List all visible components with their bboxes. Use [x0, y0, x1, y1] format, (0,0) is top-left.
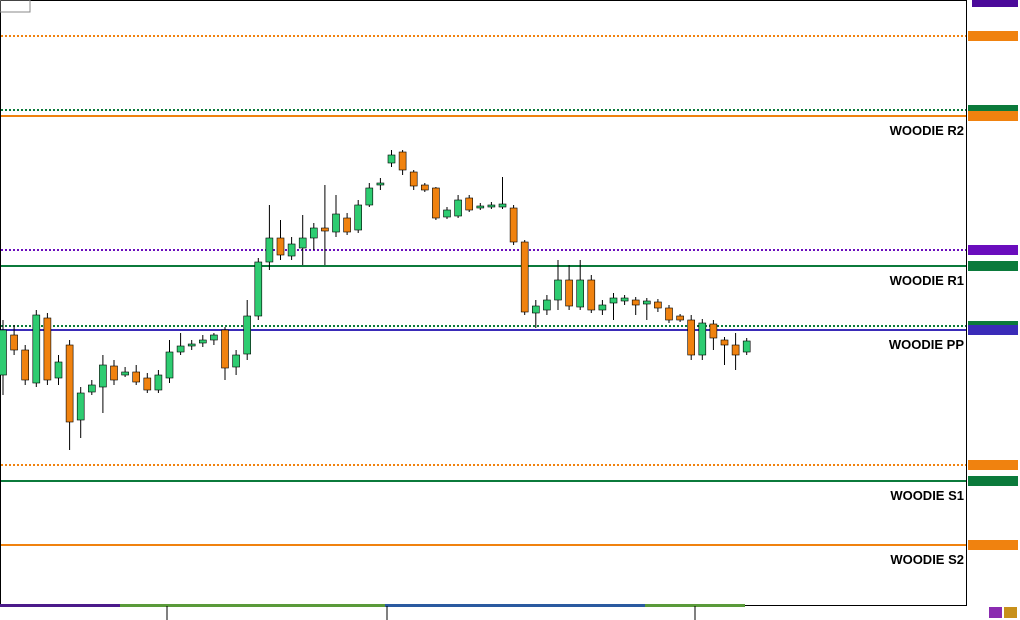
- corner-box: [0, 0, 31, 13]
- candle-body: [387, 154, 396, 164]
- candle-body: [121, 371, 129, 376]
- candle-body: [498, 203, 507, 208]
- candle-body: [454, 199, 462, 217]
- candle-body: [298, 237, 307, 249]
- price-tag: [968, 261, 1018, 271]
- price-tag: [968, 325, 1018, 335]
- candle-body: [598, 304, 607, 311]
- candle-body: [210, 334, 218, 341]
- candle-body: [642, 300, 651, 305]
- candle-body: [742, 340, 751, 353]
- candle-body: [443, 209, 451, 218]
- session-strip: [120, 604, 385, 607]
- candle-body: [365, 187, 374, 206]
- price-tag: [968, 31, 1018, 41]
- session-strip: [645, 604, 745, 607]
- level-label: WOODIE S1: [890, 488, 964, 503]
- candle-body: [487, 204, 496, 208]
- candle-body: [432, 187, 440, 219]
- candle-body: [543, 299, 551, 311]
- candle-body: [631, 299, 640, 306]
- candle-body: [265, 237, 274, 263]
- candle-body: [654, 301, 662, 309]
- scroll-button[interactable]: [989, 607, 1002, 618]
- level-label: WOODIE S2: [890, 552, 964, 567]
- candle-body: [232, 354, 240, 368]
- candle-body: [332, 213, 340, 233]
- candle-body: [476, 205, 485, 209]
- candle-body: [287, 243, 296, 257]
- candle-body: [221, 329, 229, 369]
- candle-body: [54, 361, 63, 379]
- candle-body: [254, 261, 263, 317]
- candle-body: [731, 344, 740, 356]
- candle-body: [65, 344, 74, 423]
- candle-body: [243, 315, 251, 355]
- candle-body: [132, 371, 140, 383]
- candle-body: [376, 182, 385, 186]
- price-tag: [968, 105, 1018, 115]
- candle-body: [276, 237, 285, 256]
- candle-body: [32, 314, 41, 384]
- candle-body: [698, 322, 707, 356]
- candle-body: [576, 279, 585, 308]
- candle-body: [665, 307, 673, 321]
- candle-body: [409, 171, 418, 187]
- price-tag: [968, 540, 1018, 550]
- candle-body: [609, 297, 618, 304]
- candle-body: [99, 364, 107, 388]
- candle-body: [709, 323, 718, 339]
- candle-body: [343, 217, 351, 233]
- level-label: WOODIE R2: [890, 123, 964, 138]
- candle-body: [199, 339, 207, 344]
- candle-body: [110, 365, 118, 381]
- candle-body: [509, 207, 518, 243]
- candle-body: [420, 184, 429, 191]
- plot-frame: [0, 0, 967, 606]
- candle-body: [676, 315, 684, 321]
- candle-body: [10, 334, 18, 351]
- candle-body: [520, 241, 529, 313]
- candle-body: [321, 227, 329, 232]
- candle-body: [43, 317, 52, 381]
- candle-body: [720, 339, 729, 346]
- candle-body: [187, 343, 196, 347]
- session-strip: [385, 604, 645, 607]
- candle-body: [398, 151, 407, 171]
- candle-body: [154, 374, 163, 391]
- price-tag: [968, 476, 1018, 486]
- candle-body: [176, 345, 185, 353]
- price-tag: [968, 111, 1018, 121]
- candle-body: [565, 279, 573, 307]
- session-strip: [0, 604, 120, 607]
- candle-body: [21, 349, 30, 381]
- candle-body: [143, 377, 152, 391]
- level-label: WOODIE PP: [889, 337, 964, 352]
- scroll-button[interactable]: [1004, 607, 1017, 618]
- candle-body: [554, 279, 562, 301]
- candle-body: [531, 305, 540, 314]
- price-tag: [972, 0, 1018, 7]
- candle-body: [76, 392, 85, 421]
- candle-body: [587, 279, 596, 311]
- candle-body: [687, 319, 696, 356]
- candle-body: [0, 329, 7, 376]
- candle-body: [465, 197, 474, 211]
- candle-body: [354, 204, 363, 231]
- candle-body: [620, 297, 629, 302]
- price-tag: [968, 460, 1018, 470]
- candle-body: [309, 227, 318, 239]
- candle-body: [88, 384, 96, 393]
- price-tag: [968, 245, 1018, 255]
- candle-body: [165, 351, 174, 379]
- level-label: WOODIE R1: [890, 273, 964, 288]
